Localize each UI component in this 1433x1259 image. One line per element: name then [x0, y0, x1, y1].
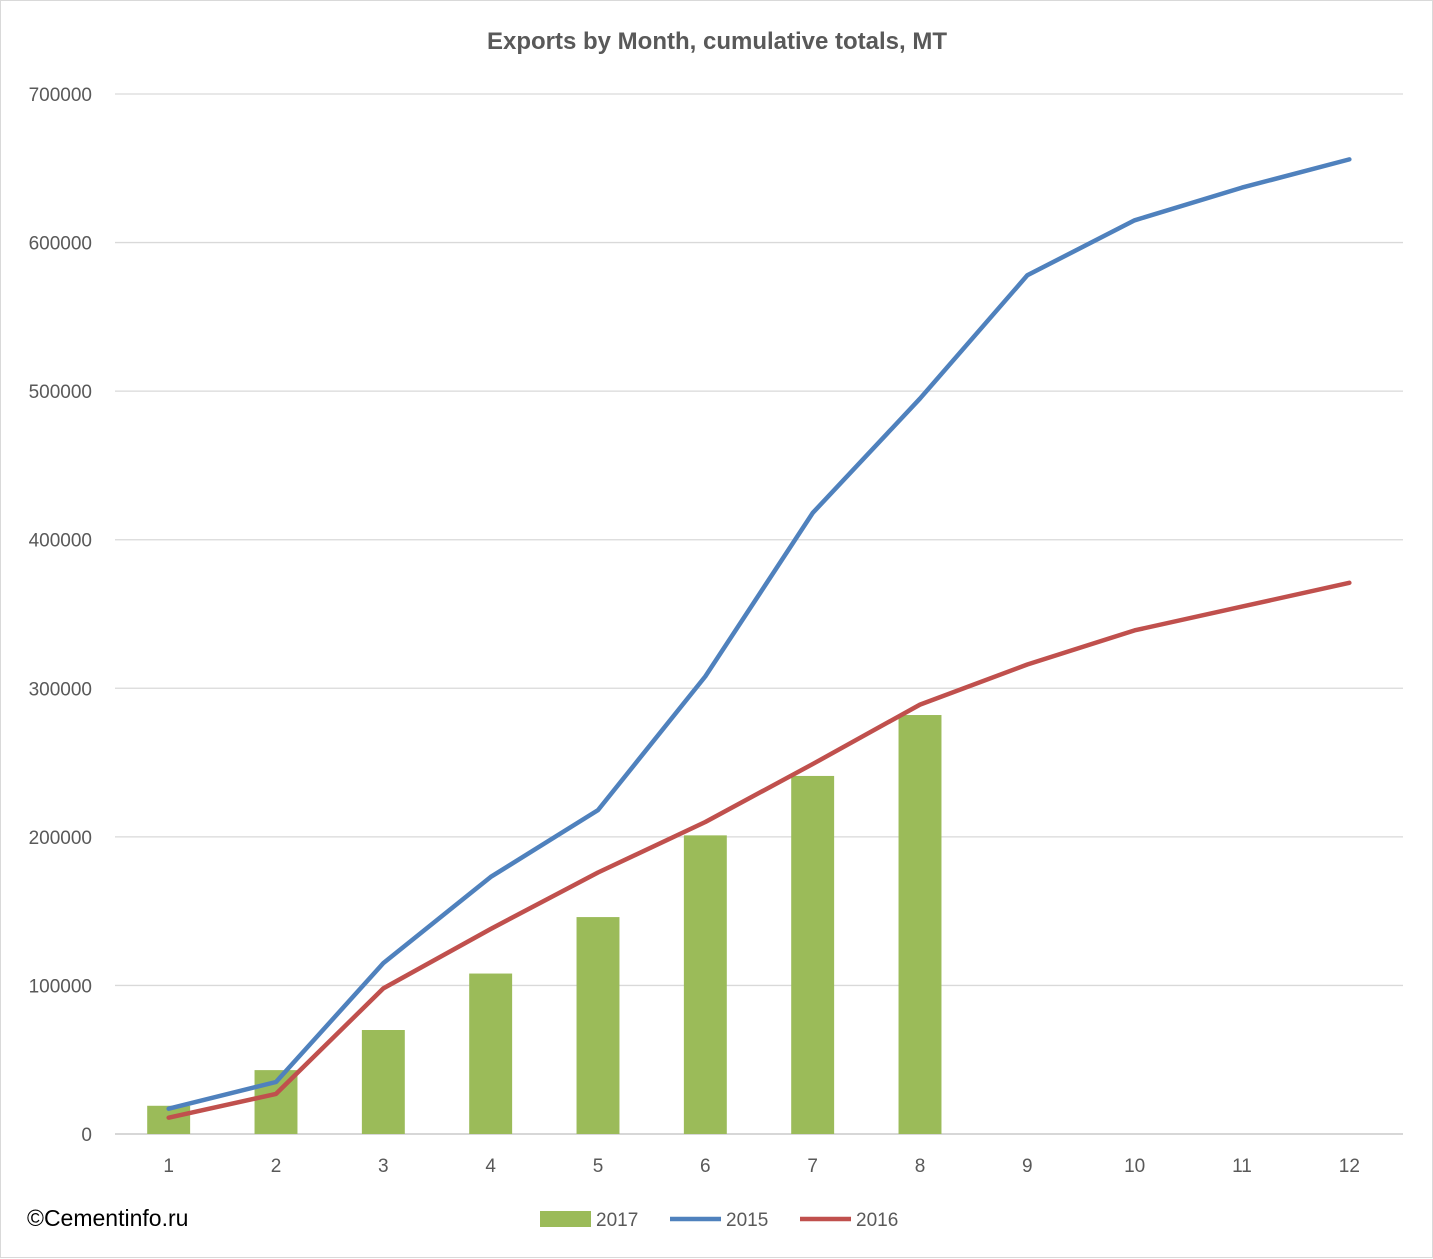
line-2016: [166, 580, 1352, 1120]
bar-2017: [361, 1030, 405, 1134]
x-axis-ticks: 1 2 3 4 5 6 7 8 9 10 11 12: [163, 1156, 1360, 1177]
y-tick-label: 100000: [29, 976, 92, 997]
y-tick-label: 700000: [29, 85, 92, 106]
y-tick-label: 600000: [29, 234, 92, 255]
line-2015: [166, 157, 1352, 1111]
x-tick-label: 6: [700, 1156, 711, 1177]
legend-swatch-2017: [540, 1211, 591, 1227]
y-tick-label: 500000: [29, 382, 92, 403]
bar-2017: [791, 775, 835, 1134]
y-tick-label: 400000: [29, 531, 92, 552]
x-tick-label: 10: [1124, 1156, 1145, 1177]
bar-2017: [576, 917, 620, 1134]
x-tick-label: 11: [1232, 1156, 1252, 1177]
bar-series: [147, 715, 942, 1134]
x-tick-label: 2: [271, 1156, 282, 1177]
bar-2017: [683, 835, 727, 1134]
bar-2017: [469, 973, 513, 1134]
legend: 2017 2015 2016: [540, 1210, 898, 1231]
bar-2017: [898, 715, 942, 1134]
legend-label-2017: 2017: [596, 1210, 638, 1231]
legend-label-2016: 2016: [856, 1210, 898, 1231]
x-tick-label: 5: [593, 1156, 604, 1177]
y-tick-label: 200000: [29, 828, 92, 849]
y-tick-label: 0: [81, 1125, 92, 1146]
gridlines: [115, 93, 1403, 1135]
x-tick-label: 3: [378, 1156, 389, 1177]
y-axis-ticks: 0 100000 200000 300000 400000 500000 600000 700…: [29, 85, 92, 1146]
x-tick-label: 1: [163, 1156, 174, 1177]
x-tick-label: 4: [485, 1156, 496, 1177]
legend-label-2015: 2015: [726, 1210, 768, 1231]
x-tick-label: 9: [1022, 1156, 1033, 1177]
y-tick-label: 300000: [29, 679, 92, 700]
x-tick-label: 12: [1339, 1156, 1360, 1177]
chart-title: Exports by Month, cumulative totals, MT: [487, 28, 947, 55]
watermark-text: ©Cementinfo.ru: [27, 1205, 189, 1231]
line-series: [166, 157, 1352, 1120]
x-tick-label: 8: [915, 1156, 926, 1177]
x-tick-label: 7: [807, 1156, 818, 1177]
